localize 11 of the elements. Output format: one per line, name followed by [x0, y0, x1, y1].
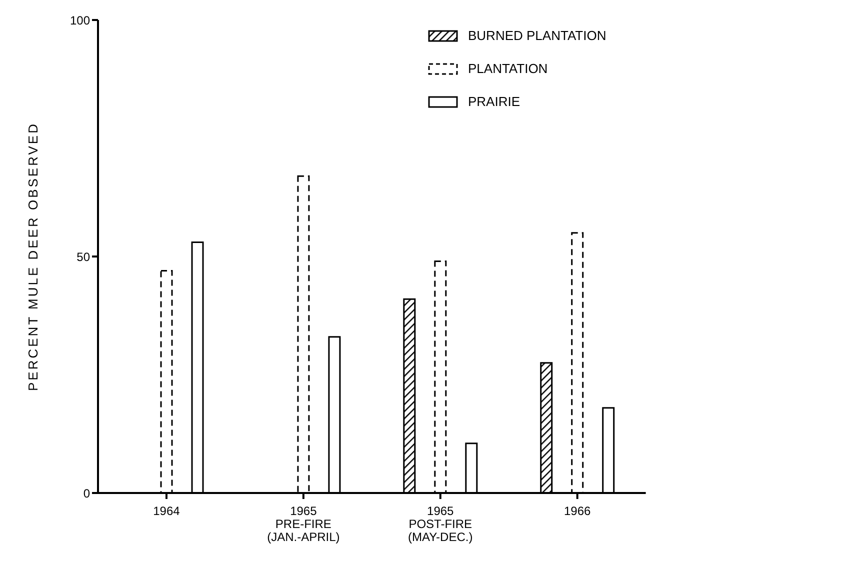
y-axis-title: PERCENT MULE DEER OBSERVED	[26, 122, 41, 391]
x-tick-label: 1966	[564, 504, 591, 518]
y-tick-label: 100	[70, 13, 90, 28]
legend-label: PLANTATION	[468, 61, 548, 76]
y-tick-label: 50	[76, 250, 90, 264]
legend-label: BURNED PLANTATION	[468, 28, 606, 43]
y-tick-label: 0	[83, 486, 90, 500]
legend-label: PRAIRIE	[468, 94, 520, 109]
x-tick-label: 1965 PRE-FIRE (JAN.-APRIL)	[267, 504, 340, 544]
x-tick-label: 1965 POST-FIRE (MAY-DEC.)	[408, 504, 473, 544]
x-tick-label: 1964	[153, 504, 180, 518]
